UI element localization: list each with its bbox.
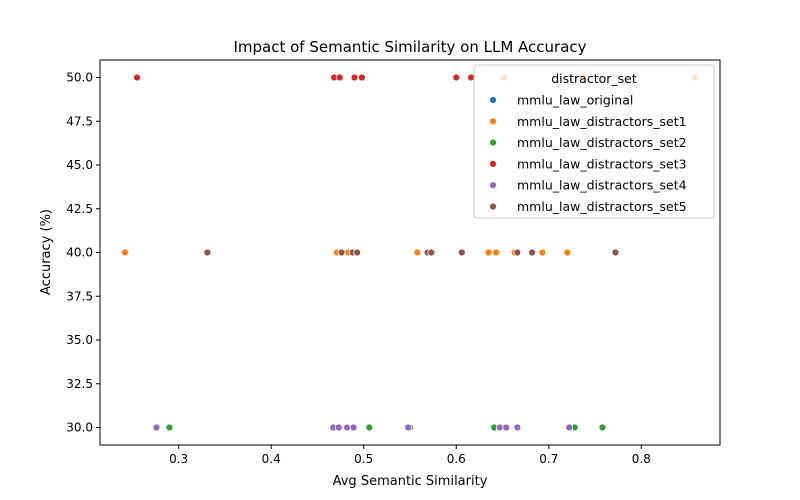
chart-title: Impact of Semantic Similarity on LLM Acc… bbox=[233, 38, 586, 56]
data-point bbox=[343, 423, 351, 432]
x-axis: 0.3 0.4 0.5 0.6 0.7 0.8 bbox=[169, 445, 651, 466]
legend-box bbox=[473, 64, 715, 219]
data-point bbox=[413, 248, 422, 257]
legend-entry-label: mmlu_law_distractors_set1 bbox=[517, 114, 687, 129]
data-point bbox=[502, 423, 511, 432]
y-tick-label: 32.5 bbox=[66, 377, 93, 391]
data-point bbox=[513, 248, 522, 257]
data-point bbox=[350, 73, 359, 82]
legend-entry-label: mmlu_law_distractors_set5 bbox=[517, 199, 687, 214]
legend-entry-label: mmlu_law_distractors_set4 bbox=[517, 178, 687, 193]
data-point bbox=[484, 248, 493, 257]
y-tick-label: 45.0 bbox=[66, 158, 93, 172]
y-tick-label: 40.0 bbox=[66, 246, 93, 260]
data-point bbox=[353, 248, 362, 257]
x-tick-label: 0.8 bbox=[632, 452, 651, 466]
legend-marker bbox=[489, 159, 497, 168]
data-point bbox=[495, 423, 504, 432]
y-tick-label: 30.0 bbox=[66, 421, 93, 435]
data-point bbox=[152, 423, 161, 432]
y-tick-label: 37.5 bbox=[66, 289, 93, 303]
data-point bbox=[611, 248, 620, 257]
legend-entry-label: mmlu_law_distractors_set3 bbox=[517, 156, 687, 171]
legend-marker bbox=[489, 96, 497, 104]
x-tick-label: 0.3 bbox=[169, 452, 188, 466]
data-point bbox=[165, 423, 174, 432]
legend-marker bbox=[489, 117, 497, 126]
y-tick-label: 42.5 bbox=[66, 202, 93, 216]
x-axis-label: Avg Semantic Similarity bbox=[333, 474, 488, 489]
x-tick-label: 0.6 bbox=[447, 452, 466, 466]
y-axis: 30.0 32.5 35.0 37.5 40.0 42.5 45.0 47.5 50.0 bbox=[66, 71, 100, 435]
data-point bbox=[121, 248, 129, 257]
data-point bbox=[365, 423, 374, 432]
y-tick-label: 50.0 bbox=[66, 71, 93, 85]
y-tick-label: 35.0 bbox=[66, 333, 93, 347]
data-point bbox=[457, 248, 466, 257]
legend-marker bbox=[489, 138, 497, 147]
legend-entry-label: mmlu_law_distractors_set2 bbox=[517, 135, 687, 150]
points-layer bbox=[121, 73, 699, 432]
data-point bbox=[492, 248, 500, 257]
x-tick-label: 0.4 bbox=[262, 452, 281, 466]
data-point bbox=[598, 423, 607, 432]
data-point bbox=[133, 73, 141, 82]
y-axis-label: Accuracy (%) bbox=[39, 209, 54, 295]
data-point bbox=[563, 248, 572, 257]
data-point bbox=[203, 248, 212, 257]
data-point bbox=[427, 248, 436, 257]
legend: distractor_set mmlu_law_originalmmlu_law… bbox=[473, 64, 715, 219]
data-point bbox=[337, 248, 346, 257]
x-tick-label: 0.5 bbox=[354, 452, 373, 466]
data-point bbox=[513, 423, 522, 432]
data-point bbox=[349, 423, 358, 432]
data-point bbox=[565, 423, 574, 432]
legend-title: distractor_set bbox=[551, 71, 637, 86]
legend-marker bbox=[489, 202, 497, 211]
y-tick-label: 47.5 bbox=[66, 114, 93, 128]
x-tick-label: 0.7 bbox=[539, 452, 558, 466]
data-point bbox=[404, 423, 413, 432]
data-point bbox=[357, 73, 366, 82]
data-point bbox=[334, 423, 343, 432]
data-point bbox=[452, 73, 461, 82]
data-point bbox=[335, 73, 344, 82]
data-point bbox=[528, 248, 537, 257]
legend-entry-label: mmlu_law_original bbox=[517, 93, 633, 108]
legend-entries: mmlu_law_original mmlu_law_distractors_se… bbox=[489, 93, 687, 214]
legend-marker bbox=[489, 181, 497, 190]
data-point bbox=[538, 248, 547, 257]
